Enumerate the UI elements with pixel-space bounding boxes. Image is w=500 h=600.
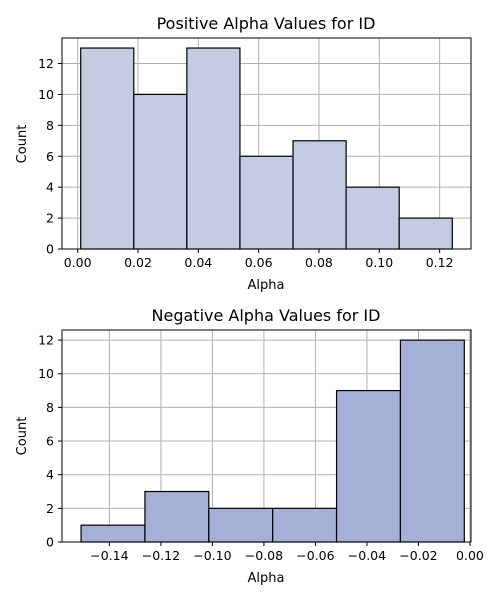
x-tick-label: −0.14 — [90, 548, 128, 563]
histogram-bar — [208, 507, 274, 543]
histogram-bar — [335, 389, 402, 543]
y-tick-label: 10 — [38, 366, 54, 381]
y-tick-label: 6 — [46, 434, 54, 449]
x-tick-label: 0.00 — [64, 255, 92, 270]
x-tick-label: 0.02 — [124, 255, 152, 270]
histogram-bar — [399, 339, 465, 543]
y-tick-label: 12 — [38, 56, 54, 71]
y-axis-label: Count — [15, 125, 30, 164]
x-tick-label: 0.12 — [426, 255, 454, 270]
y-axis-label: Count — [15, 417, 30, 456]
y-tick-label: 4 — [46, 180, 54, 195]
y-tick-label: 4 — [46, 467, 54, 482]
x-tick-label: −0.12 — [142, 548, 180, 563]
x-tick-label: 0.08 — [305, 255, 333, 270]
x-tick-label: 0.00 — [456, 548, 484, 563]
histogram-bar — [80, 524, 146, 543]
y-tick-label: 2 — [46, 211, 54, 226]
chart-title: Positive Alpha Values for ID — [157, 14, 376, 33]
y-tick-label: 8 — [46, 118, 54, 133]
histogram-bar — [292, 140, 347, 250]
x-tick-label: −0.04 — [348, 548, 386, 563]
x-tick-label: −0.08 — [245, 548, 283, 563]
y-tick-label: 10 — [38, 87, 54, 102]
histogram-bar — [80, 47, 135, 250]
histogram-bar — [398, 217, 453, 250]
chart-title: Negative Alpha Values for ID — [152, 306, 381, 325]
x-tick-label: 0.04 — [184, 255, 212, 270]
positive-alpha-histogram: Positive Alpha Values for ID Alpha Count… — [15, 14, 472, 293]
y-tick-label: 0 — [46, 242, 54, 257]
y-tick-label: 12 — [38, 333, 54, 348]
histogram-bar — [133, 93, 188, 250]
histogram-bar — [239, 155, 294, 250]
x-tick-label: 0.10 — [365, 255, 393, 270]
y-tick-label: 8 — [46, 400, 54, 415]
x-tick-label: −0.06 — [296, 548, 334, 563]
y-tick-label: 2 — [46, 501, 54, 516]
histogram-bar — [272, 507, 338, 543]
y-tick-label: 6 — [46, 149, 54, 164]
x-axis-label: Alpha — [248, 571, 285, 586]
plot-frame — [61, 329, 472, 543]
x-axis-label: Alpha — [248, 278, 285, 293]
histogram-bar — [345, 186, 400, 250]
plot-frame — [61, 37, 472, 250]
x-tick-label: −0.10 — [193, 548, 231, 563]
negative-alpha-histogram: Negative Alpha Values for ID Alpha Count… — [15, 306, 484, 586]
x-tick-label: 0.06 — [245, 255, 273, 270]
histogram-bar — [186, 47, 241, 250]
y-tick-label: 0 — [46, 535, 54, 550]
histogram-bar — [144, 490, 210, 543]
x-tick-label: −0.02 — [399, 548, 437, 563]
